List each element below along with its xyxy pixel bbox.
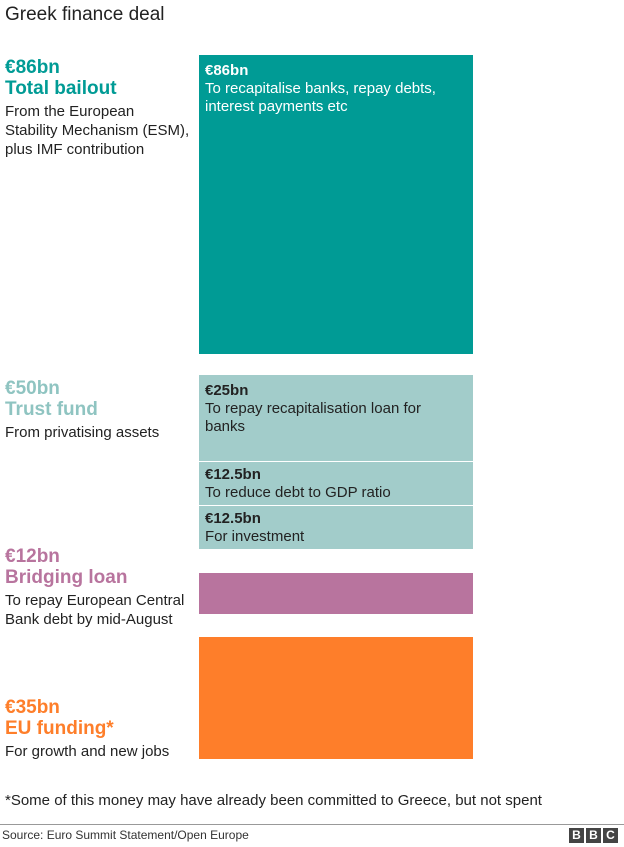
bar-amount: €86bn: [205, 62, 249, 79]
logo-letter: B: [586, 828, 601, 843]
divider: [0, 824, 624, 825]
bar-text: €25bn To repay recapitalisation loan for…: [205, 382, 435, 436]
bar-text: €12.5bn To reduce debt to GDP ratio: [205, 466, 391, 502]
bar-bridging-loan: [199, 573, 473, 614]
label-amount: €12bn: [5, 546, 60, 567]
bar-total-bailout: €86bn To recapitalise banks, repay debts…: [199, 55, 473, 354]
label-amount: €86bn: [5, 57, 60, 78]
label-desc: From privatising assets: [5, 424, 160, 441]
logo-letter: C: [603, 828, 618, 843]
bar-desc: To recapitalise banks, repay debts, inte…: [205, 80, 436, 115]
source-note: Source: Euro Summit Statement/Open Europ…: [2, 828, 249, 842]
bar-trust-recap: €25bn To repay recapitalisation loan for…: [199, 375, 473, 461]
bar-eu-funding: [199, 637, 473, 759]
footnote: *Some of this money may have already bee…: [5, 792, 542, 809]
label-total-bailout: €86bn Total bailout From the European St…: [5, 57, 190, 159]
label-name: Bridging loan: [5, 567, 128, 588]
label-desc: To repay European Central Bank debt by m…: [5, 592, 185, 628]
label-eu-funding: €35bn EU funding* For growth and new job…: [5, 697, 190, 761]
bar-desc: To reduce debt to GDP ratio: [205, 484, 391, 501]
label-desc: From the European Stability Mechanism (E…: [5, 103, 190, 158]
bar-amount: €12.5bn: [205, 466, 261, 483]
chart-title: Greek finance deal: [5, 4, 165, 25]
bar-desc: For investment: [205, 528, 305, 545]
bar-text: €86bn To recapitalise banks, repay debts…: [205, 62, 473, 116]
label-trust-fund: €50bn Trust fund From privatising assets: [5, 378, 190, 442]
label-amount: €50bn: [5, 378, 60, 399]
bar-trust-debt: €12.5bn To reduce debt to GDP ratio: [199, 462, 473, 505]
label-name: EU funding*: [5, 718, 114, 739]
label-desc: For growth and new jobs: [5, 743, 170, 760]
bar-amount: €12.5bn: [205, 510, 261, 527]
bar-desc: To repay recapitalisation loan for banks: [205, 400, 421, 435]
bbc-logo: B B C: [569, 828, 618, 843]
bar-trust-investment: €12.5bn For investment: [199, 506, 473, 549]
logo-letter: B: [569, 828, 584, 843]
label-bridging-loan: €12bn Bridging loan To repay European Ce…: [5, 546, 190, 629]
label-name: Trust fund: [5, 399, 98, 420]
bar-text: €12.5bn For investment: [205, 510, 304, 546]
bar-amount: €25bn: [205, 382, 249, 399]
label-amount: €35bn: [5, 697, 60, 718]
label-name: Total bailout: [5, 78, 117, 99]
